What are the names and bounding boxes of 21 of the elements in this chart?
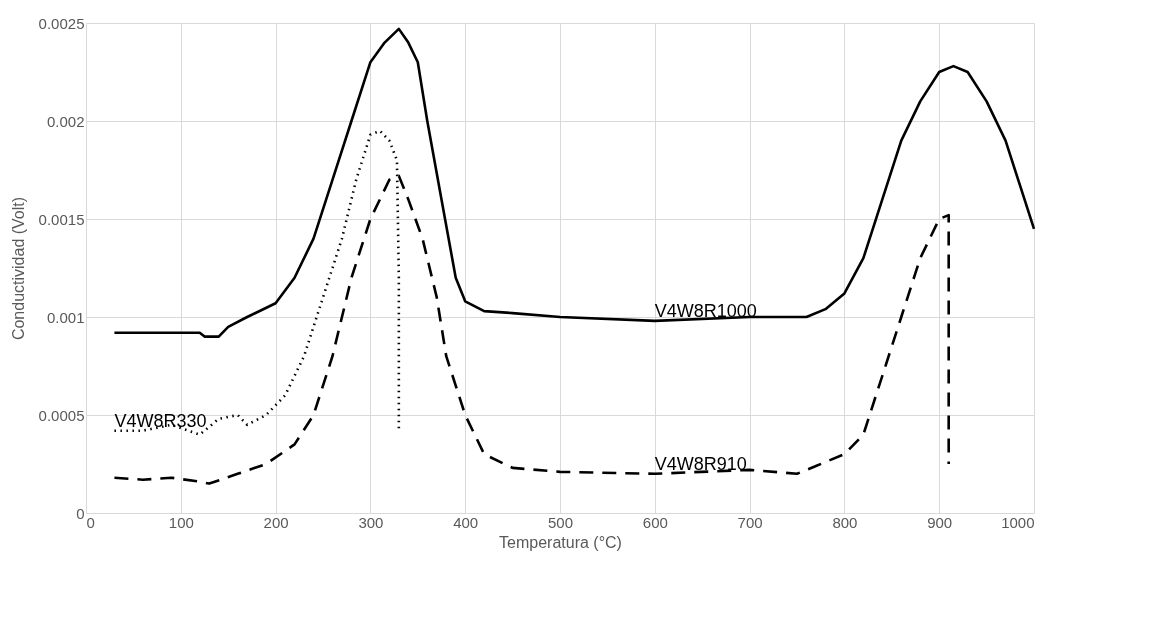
x-tick-label: 200 (263, 513, 289, 531)
series-label: V4W8R330 (114, 410, 207, 431)
line-series (113, 27, 1036, 338)
series-label: V4W8R1000 (654, 300, 757, 321)
x-tick-label: 800 (832, 513, 858, 531)
x-tick-label: 900 (927, 513, 953, 531)
x-tick-label: 400 (453, 513, 479, 531)
x-tick-label: 1000 (1001, 513, 1035, 531)
x-tick-label: 100 (168, 513, 194, 531)
x-tick-label: 700 (737, 513, 763, 531)
x-tick-label: 500 (547, 513, 574, 531)
y-tick-label: 0.0025 (38, 14, 85, 32)
y-tick-label: 0.002 (46, 112, 85, 130)
series-label: V4W8R910 (654, 453, 747, 474)
x-tick-label: 300 (358, 513, 384, 531)
y-tick-label: 0.001 (46, 308, 85, 326)
x-axis-title: Temperatura (°C) (499, 533, 622, 551)
y-tick-label: 0.0015 (38, 210, 85, 228)
x-tick-label: 600 (642, 513, 668, 531)
y-tick-label: 0.0005 (38, 406, 85, 424)
y-axis-title: Conductividad (Volt) (9, 196, 27, 341)
